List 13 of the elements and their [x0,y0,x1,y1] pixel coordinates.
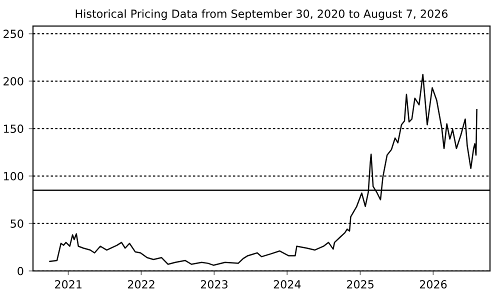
x-tick-label: 2023 [200,280,228,289]
x-tick-label: 2022 [128,280,154,289]
y-tick-label: 250 [4,30,24,38]
x-tick-label: 2026 [420,280,447,289]
y-tick-label: 200 [4,77,24,86]
x-tick-label: 2025 [346,280,374,289]
y-tick-label: 0 [18,266,24,276]
y-tick-label: 150 [4,124,24,133]
x-tick-label: 2024 [274,280,301,289]
y-tick-label: 50 [10,219,24,228]
x-tick-label: 2021 [55,280,82,289]
chart-title: Historical Pricing Data from September 30, 2020 to August 7, 2026 [76,9,448,20]
y-tick-label: 100 [4,172,24,180]
